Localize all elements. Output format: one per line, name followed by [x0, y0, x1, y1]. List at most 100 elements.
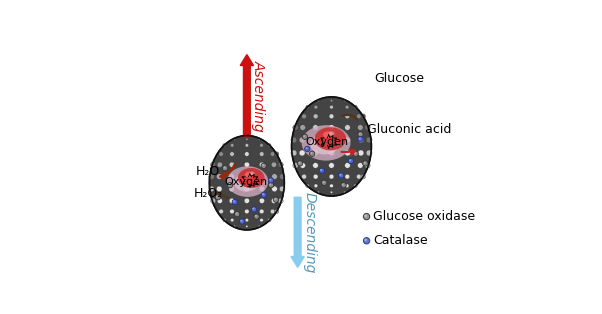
- Ellipse shape: [317, 191, 320, 193]
- Ellipse shape: [300, 163, 305, 168]
- Ellipse shape: [325, 138, 338, 155]
- Ellipse shape: [244, 162, 249, 167]
- Circle shape: [323, 181, 324, 183]
- Ellipse shape: [218, 147, 276, 219]
- Circle shape: [359, 138, 361, 139]
- Ellipse shape: [291, 150, 297, 156]
- Circle shape: [302, 134, 308, 139]
- Ellipse shape: [329, 174, 334, 179]
- Ellipse shape: [231, 143, 234, 147]
- Circle shape: [358, 132, 363, 137]
- Text: Gluconic acid: Gluconic acid: [367, 123, 451, 136]
- Circle shape: [235, 212, 240, 217]
- Ellipse shape: [279, 186, 285, 192]
- Circle shape: [338, 173, 344, 178]
- Ellipse shape: [312, 122, 352, 171]
- Circle shape: [306, 147, 308, 149]
- Circle shape: [348, 158, 353, 164]
- Circle shape: [233, 200, 235, 202]
- Ellipse shape: [242, 176, 252, 189]
- Ellipse shape: [238, 172, 256, 186]
- Ellipse shape: [278, 162, 283, 167]
- Text: H₂O₂: H₂O₂: [194, 187, 223, 200]
- Text: Descending: Descending: [303, 192, 317, 273]
- Ellipse shape: [313, 174, 318, 179]
- Ellipse shape: [238, 172, 256, 194]
- Ellipse shape: [272, 186, 278, 192]
- Circle shape: [309, 151, 315, 156]
- Ellipse shape: [246, 229, 247, 230]
- Ellipse shape: [221, 150, 273, 216]
- Circle shape: [364, 239, 367, 241]
- Circle shape: [235, 213, 237, 214]
- Ellipse shape: [315, 127, 346, 150]
- Circle shape: [228, 183, 230, 185]
- Ellipse shape: [366, 150, 372, 156]
- Ellipse shape: [314, 106, 318, 109]
- Ellipse shape: [228, 159, 265, 206]
- Ellipse shape: [259, 209, 264, 214]
- Ellipse shape: [219, 148, 275, 217]
- Ellipse shape: [327, 142, 335, 151]
- Ellipse shape: [259, 162, 264, 167]
- Ellipse shape: [217, 145, 277, 220]
- Ellipse shape: [312, 137, 318, 143]
- Ellipse shape: [291, 97, 371, 196]
- Ellipse shape: [329, 125, 334, 130]
- Circle shape: [359, 133, 361, 135]
- Text: Ascending: Ascending: [252, 60, 266, 132]
- Ellipse shape: [322, 135, 341, 158]
- Ellipse shape: [309, 118, 354, 175]
- Ellipse shape: [321, 133, 342, 160]
- Ellipse shape: [260, 219, 263, 222]
- Circle shape: [223, 166, 225, 169]
- Text: Glucose oxidase: Glucose oxidase: [373, 210, 475, 223]
- Ellipse shape: [278, 198, 283, 203]
- Circle shape: [252, 208, 255, 209]
- Circle shape: [358, 137, 363, 142]
- Ellipse shape: [231, 219, 234, 222]
- Circle shape: [252, 207, 257, 212]
- Ellipse shape: [315, 127, 347, 166]
- FancyArrow shape: [240, 55, 253, 137]
- Ellipse shape: [229, 161, 264, 205]
- Ellipse shape: [246, 225, 248, 227]
- Ellipse shape: [293, 163, 299, 168]
- Circle shape: [232, 199, 237, 205]
- Circle shape: [362, 161, 368, 166]
- Circle shape: [262, 193, 264, 195]
- Ellipse shape: [296, 102, 367, 191]
- Ellipse shape: [268, 219, 271, 222]
- Ellipse shape: [244, 152, 249, 156]
- Ellipse shape: [209, 186, 214, 192]
- Text: Oxygen: Oxygen: [305, 137, 348, 147]
- Ellipse shape: [314, 184, 318, 187]
- Circle shape: [353, 151, 358, 156]
- Circle shape: [228, 182, 232, 188]
- Ellipse shape: [259, 152, 264, 156]
- Ellipse shape: [209, 136, 284, 230]
- Ellipse shape: [230, 209, 234, 214]
- FancyArrow shape: [291, 197, 304, 268]
- Ellipse shape: [330, 191, 333, 193]
- Ellipse shape: [366, 137, 372, 143]
- Text: Oxygen: Oxygen: [224, 176, 267, 187]
- Circle shape: [262, 164, 264, 166]
- Circle shape: [223, 165, 228, 171]
- Ellipse shape: [226, 156, 268, 209]
- Circle shape: [341, 182, 346, 188]
- Ellipse shape: [260, 143, 263, 147]
- Ellipse shape: [212, 139, 282, 227]
- Ellipse shape: [227, 166, 268, 197]
- Circle shape: [268, 178, 274, 183]
- Ellipse shape: [259, 174, 265, 179]
- Circle shape: [303, 135, 305, 137]
- Ellipse shape: [331, 195, 332, 196]
- Ellipse shape: [211, 137, 283, 228]
- Ellipse shape: [302, 174, 306, 179]
- Ellipse shape: [299, 150, 305, 156]
- Ellipse shape: [217, 174, 222, 179]
- Ellipse shape: [344, 137, 350, 143]
- Ellipse shape: [345, 125, 350, 130]
- Ellipse shape: [222, 151, 272, 214]
